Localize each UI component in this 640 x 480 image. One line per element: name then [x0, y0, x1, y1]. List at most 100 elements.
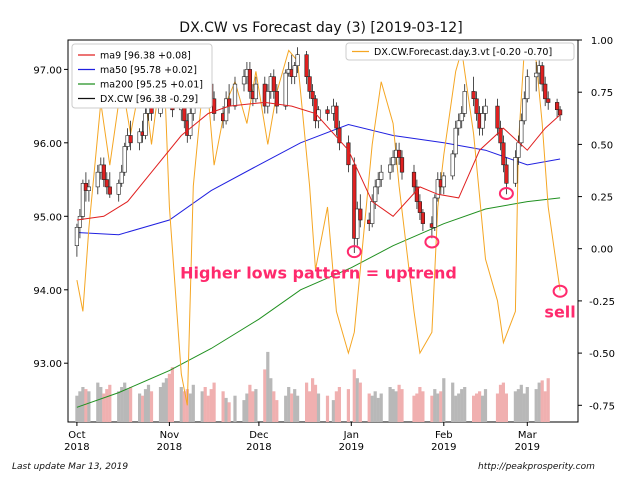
legend-left-label: DX.CW [96.38 -0.29]	[100, 94, 198, 105]
candle-body	[435, 179, 440, 199]
candle-body	[265, 91, 270, 107]
candle-body	[283, 72, 288, 107]
candle-body	[241, 76, 247, 85]
volume-bar	[141, 395, 145, 422]
volume-bar	[170, 367, 174, 422]
candle-body	[534, 72, 539, 78]
volume-bar	[233, 395, 237, 422]
y-left-tick-label: 93.00	[33, 359, 62, 370]
candle-body	[471, 91, 476, 100]
volume-bar	[346, 389, 350, 422]
candle-body	[74, 227, 79, 247]
candle-body	[432, 197, 437, 228]
volume-bar	[334, 391, 338, 422]
candle-body	[101, 164, 106, 180]
y-right-tick-label: 0.00	[591, 245, 613, 256]
x-axis: Oct2018Nov2018Dec2018Jan2019Feb2019Mar20…	[64, 422, 540, 453]
volume-bar	[388, 387, 392, 422]
volume-bar	[179, 387, 183, 422]
candle-body	[483, 105, 488, 114]
candle-body	[334, 105, 339, 129]
volume-bar	[316, 393, 321, 422]
volume-bar	[430, 395, 434, 422]
volume-bar	[540, 380, 544, 422]
volume-bar	[75, 395, 79, 422]
candle-body	[540, 65, 545, 85]
volume-bar	[224, 397, 228, 422]
y-axis-left: 93.00 94.00 95.00 96.00 97.00	[33, 65, 68, 370]
candle-body	[501, 142, 506, 166]
volume-bar	[188, 393, 192, 422]
volume-bar	[546, 378, 550, 422]
candle-body	[107, 186, 112, 195]
candle-body	[450, 153, 455, 177]
volume-bar	[475, 393, 479, 422]
volume-bar	[287, 387, 291, 422]
volume-bar	[248, 384, 252, 422]
volume-bar	[123, 382, 127, 422]
y-left-tick-label: 94.00	[33, 286, 62, 297]
annotation-circle	[424, 235, 440, 249]
volume-bar	[397, 384, 401, 422]
candle-body	[387, 164, 393, 173]
volume-bar	[81, 387, 85, 422]
volume-bar	[129, 387, 133, 422]
candle-body	[474, 98, 479, 114]
volume-bar	[290, 393, 294, 422]
candle-body	[295, 54, 300, 67]
volume-bar	[522, 393, 526, 422]
candle-body	[137, 131, 142, 144]
x-tick-label-year: 2019	[515, 442, 540, 453]
annotations: Higher lows pattern = uptrend sell	[180, 187, 576, 322]
volume-bar	[284, 395, 288, 422]
candle-body	[543, 83, 548, 100]
candle-body	[513, 157, 518, 184]
annotation-circle	[498, 187, 514, 200]
volume-bar	[358, 382, 362, 422]
candle-body	[557, 109, 563, 116]
candle-body	[307, 76, 312, 92]
candle-body	[253, 83, 259, 100]
legend-left-label: ma200 [95.25 +0.01]	[100, 80, 203, 91]
legend-right-box	[345, 42, 575, 61]
candle-body	[390, 157, 396, 166]
annotation-text: Higher lows pattern = uptrend	[180, 264, 457, 283]
candle-body	[352, 164, 357, 239]
ma9-path	[76, 101, 561, 221]
candle-body	[414, 186, 420, 202]
volume-bar	[108, 384, 112, 422]
volume-bar	[272, 391, 276, 422]
volume-bar	[370, 395, 374, 422]
candle-body	[399, 157, 405, 173]
volume-bar	[266, 351, 270, 422]
volume-bar	[138, 393, 142, 422]
volume-bar	[313, 384, 318, 422]
candle-body	[358, 208, 363, 221]
candle-body	[128, 135, 133, 144]
volume-bar	[534, 389, 538, 422]
y-right-tick-label: 0.50	[591, 140, 613, 151]
legend-left-label: ma50 [95.78 +0.02]	[100, 65, 197, 76]
candle-body	[247, 69, 253, 92]
volume-bar	[376, 397, 380, 422]
volume-bar	[203, 387, 207, 422]
x-tick-label-month: Jan	[343, 430, 359, 441]
candle-body	[376, 179, 381, 188]
ma50-path	[76, 123, 561, 236]
volume-bars	[75, 351, 550, 422]
candle-body	[224, 98, 229, 122]
volume-bar	[99, 387, 103, 422]
annotation-circle	[346, 245, 362, 259]
candle-body	[292, 65, 297, 77]
volume-bar	[308, 391, 312, 422]
volume-bar	[212, 382, 216, 422]
x-tick-label-month: Mar	[518, 430, 538, 441]
x-tick-label-year: 2018	[64, 442, 89, 453]
candle-body	[459, 113, 464, 122]
candle-body	[325, 109, 330, 114]
volume-bar	[537, 382, 541, 422]
volume-bar	[242, 400, 246, 422]
y-right-tick-label: -0.75	[589, 401, 615, 412]
volume-bar	[263, 369, 267, 422]
ma200-path	[76, 197, 561, 408]
